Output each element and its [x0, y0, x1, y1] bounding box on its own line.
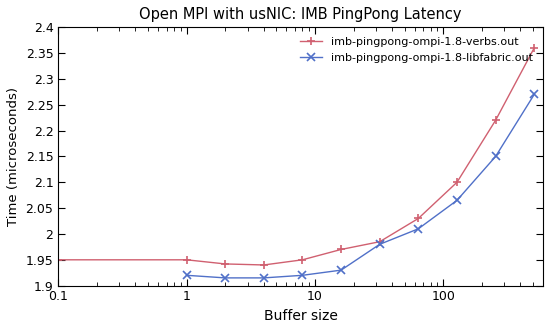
imb-pingpong-ompi-1.8-verbs.out [261, 263, 267, 267]
X-axis label: Buffer size: Buffer size [263, 309, 338, 323]
imb-pingpong-ompi-1.8-verbs.out [55, 258, 62, 262]
imb-pingpong-ompi-1.8-libfabric.out [261, 276, 267, 280]
imb-pingpong-ompi-1.8-libfabric.out [531, 92, 537, 96]
Line: imb-pingpong-ompi-1.8-libfabric.out: imb-pingpong-ompi-1.8-libfabric.out [183, 90, 538, 282]
imb-pingpong-ompi-1.8-libfabric.out [222, 276, 228, 280]
imb-pingpong-ompi-1.8-libfabric.out [454, 198, 460, 202]
imb-pingpong-ompi-1.8-verbs.out [454, 180, 460, 184]
imb-pingpong-ompi-1.8-libfabric.out [338, 268, 344, 272]
imb-pingpong-ompi-1.8-verbs.out [492, 118, 499, 122]
imb-pingpong-ompi-1.8-libfabric.out [376, 242, 383, 246]
imb-pingpong-ompi-1.8-verbs.out [338, 248, 344, 251]
imb-pingpong-ompi-1.8-verbs.out [415, 216, 422, 220]
Line: imb-pingpong-ompi-1.8-verbs.out: imb-pingpong-ompi-1.8-verbs.out [54, 44, 538, 269]
imb-pingpong-ompi-1.8-libfabric.out [299, 273, 306, 277]
imb-pingpong-ompi-1.8-verbs.out [299, 258, 306, 262]
imb-pingpong-ompi-1.8-libfabric.out [415, 227, 422, 231]
Legend: imb-pingpong-ompi-1.8-verbs.out, imb-pingpong-ompi-1.8-libfabric.out: imb-pingpong-ompi-1.8-verbs.out, imb-pin… [295, 33, 537, 67]
imb-pingpong-ompi-1.8-libfabric.out [183, 273, 190, 277]
Y-axis label: Time (microseconds): Time (microseconds) [7, 87, 20, 226]
imb-pingpong-ompi-1.8-libfabric.out [492, 154, 499, 158]
imb-pingpong-ompi-1.8-verbs.out [183, 258, 190, 262]
imb-pingpong-ompi-1.8-verbs.out [376, 240, 383, 244]
Title: Open MPI with usNIC: IMB PingPong Latency: Open MPI with usNIC: IMB PingPong Latenc… [139, 7, 462, 22]
imb-pingpong-ompi-1.8-verbs.out [531, 46, 537, 50]
imb-pingpong-ompi-1.8-verbs.out [222, 262, 228, 266]
